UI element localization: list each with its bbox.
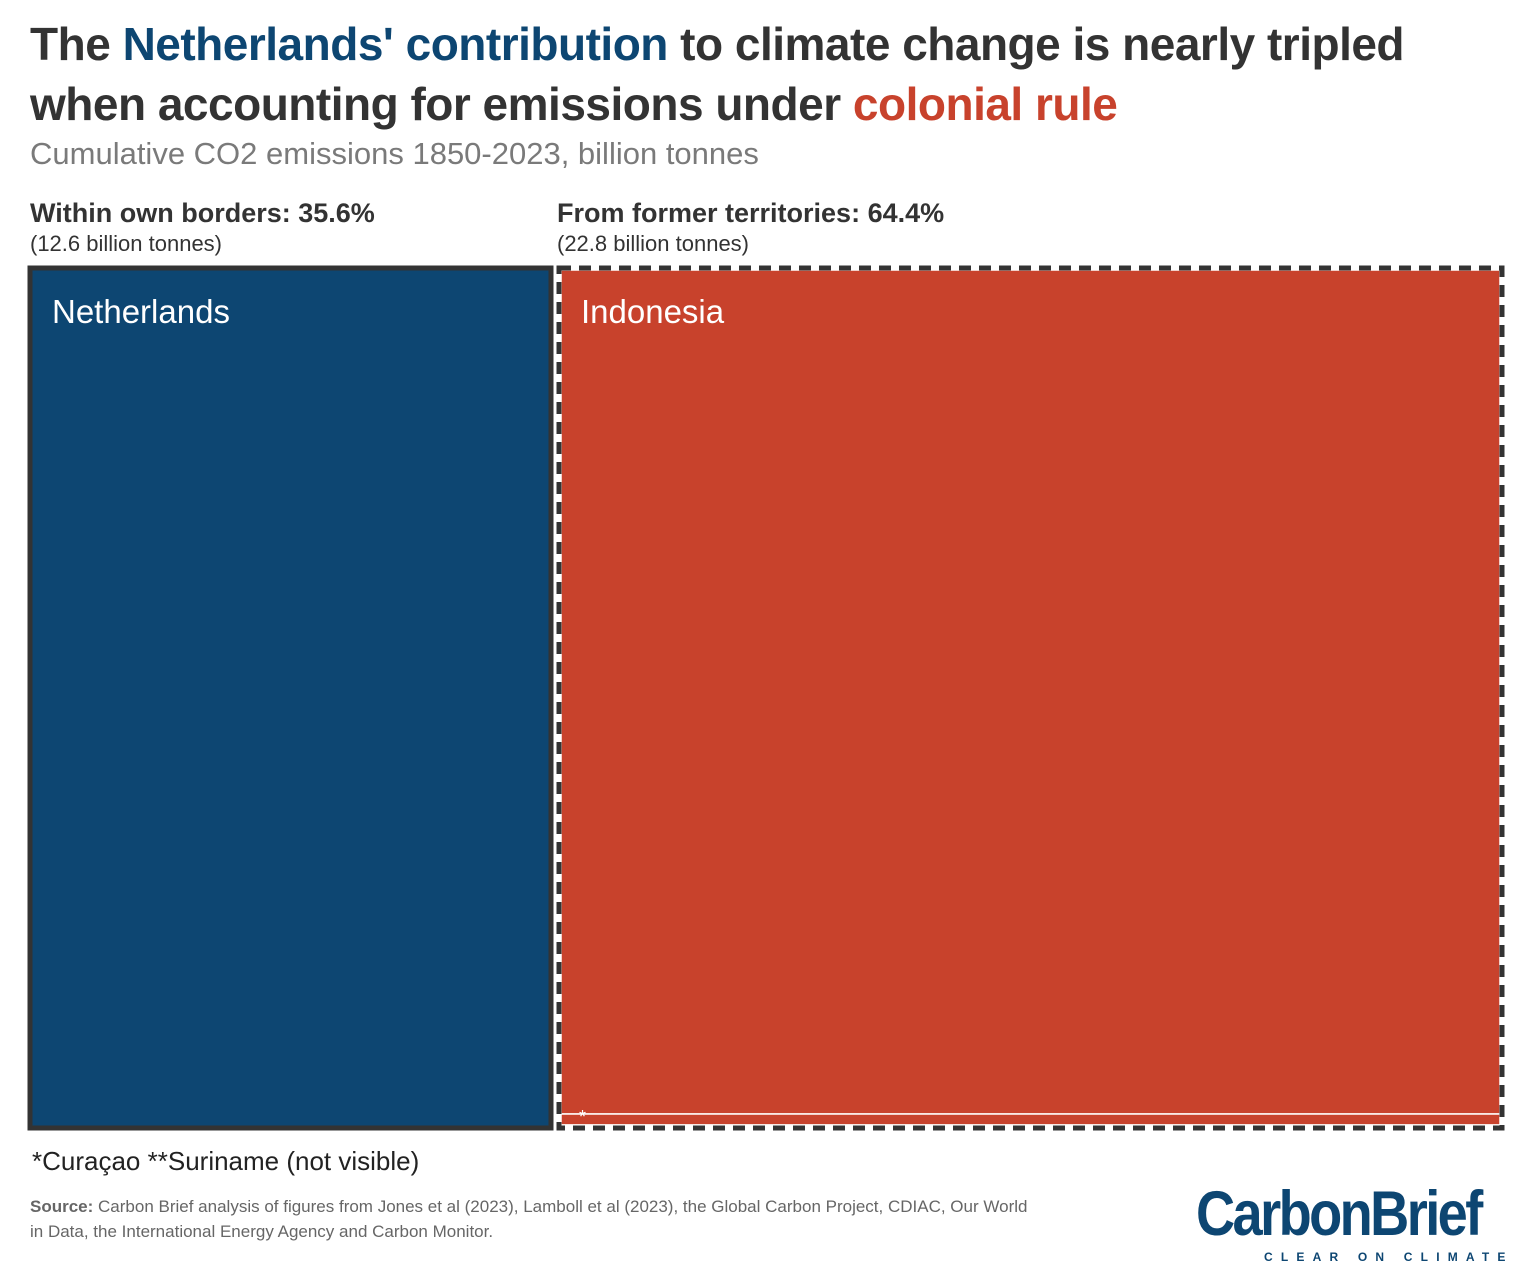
tile-label-indonesia: Indonesia <box>581 293 725 330</box>
title-highlight-colonial: colonial rule <box>852 78 1118 130</box>
treemap-tile-indonesia <box>560 269 1501 1115</box>
treemap-tile-netherlands <box>31 269 550 1127</box>
group-label-former-title: From former territories: 64.4% <box>557 198 945 228</box>
footnote: *Curaçao **Suriname (not visible) <box>32 1146 420 1176</box>
group-label-own-borders: Within own borders: 35.6% (12.6 billion … <box>30 196 375 258</box>
group-label-former-value: (22.8 billion tonnes) <box>557 231 750 256</box>
group-frame-former-territories <box>556 265 1505 1131</box>
title-highlight-netherlands: Netherlands' contribution <box>122 18 669 70</box>
group-label-own-value: (12.6 billion tonnes) <box>30 231 223 256</box>
treemap-tile-cura-ao <box>560 1113 1501 1126</box>
chart-subtitle: Cumulative CO2 emissions 1850-2023, bill… <box>30 136 759 171</box>
chart-title: The Netherlands' contribution to climate… <box>30 18 1405 130</box>
tile-label-cura-ao: * <box>579 1107 586 1127</box>
carbonbrief-logo: CarbonBrief CLEAR ON CLIMATE <box>1196 1179 1514 1270</box>
group-label-own-title: Within own borders: 35.6% <box>30 198 375 228</box>
tile-label-netherlands: Netherlands <box>52 293 230 330</box>
logo-wordmark: CarbonBrief <box>1196 1179 1483 1249</box>
source-note: Source: Carbon Brief analysis of figures… <box>30 1197 1028 1241</box>
group-label-former-territories: From former territories: 64.4% (22.8 bil… <box>557 196 944 258</box>
group-frame-own-borders <box>27 265 554 1131</box>
logo-tagline: CLEAR ON CLIMATE <box>1264 1250 1514 1264</box>
